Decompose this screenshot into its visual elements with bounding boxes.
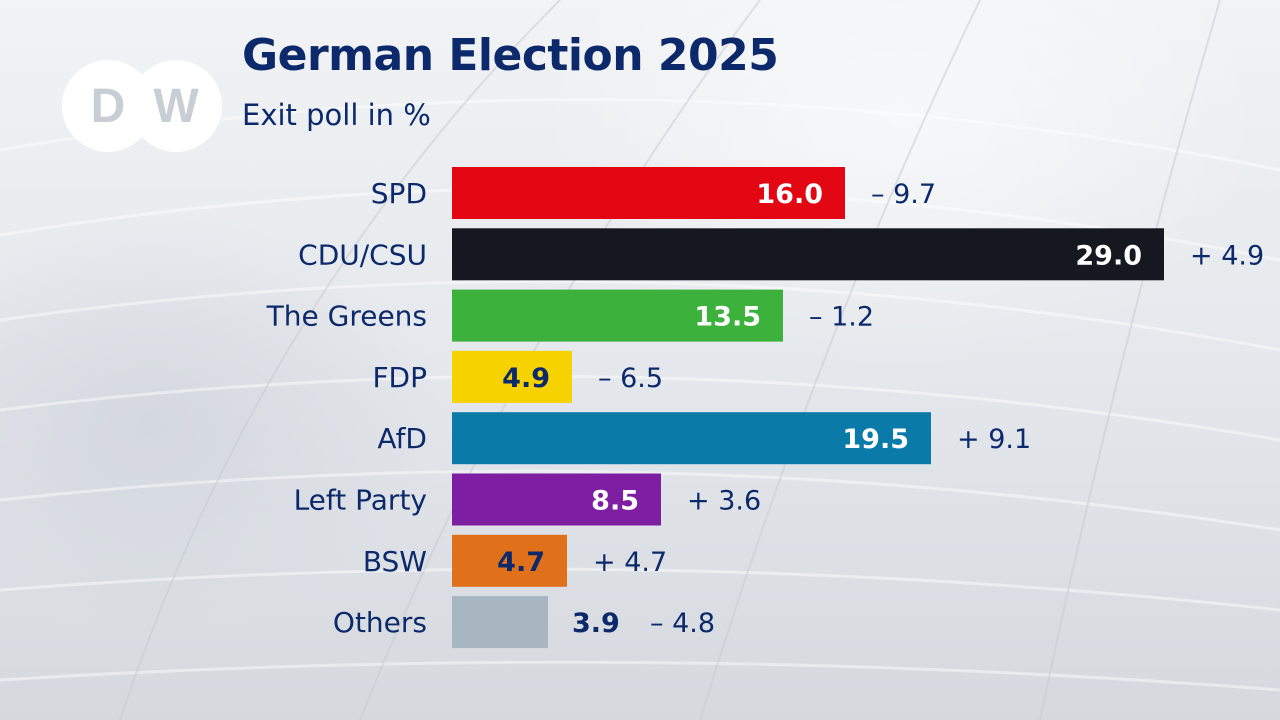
category-label-cdu-csu: CDU/CSU	[298, 238, 427, 271]
category-label-afd: AfD	[377, 422, 427, 455]
change-label-cdu-csu: + 4.9	[1190, 240, 1264, 271]
bar-cdu-csu	[452, 228, 1164, 281]
change-label-the-greens: – 1.2	[809, 302, 874, 333]
value-label-fdp: 4.9	[502, 363, 550, 394]
bar-afd	[452, 412, 931, 465]
bar-fdp	[452, 350, 572, 403]
change-label-bsw: + 4.7	[593, 547, 667, 578]
bar-bsw	[452, 534, 567, 587]
value-label-others: 3.9	[572, 608, 620, 639]
value-label-the-greens: 13.5	[694, 302, 761, 333]
value-label-afd: 19.5	[842, 424, 909, 455]
change-label-fdp: – 6.5	[598, 363, 663, 394]
bar-left-party	[452, 473, 661, 526]
category-label-fdp: FDP	[372, 361, 427, 394]
change-label-others: – 4.8	[650, 608, 715, 639]
value-label-left-party: 8.5	[591, 486, 639, 517]
category-label-bsw: BSW	[363, 545, 427, 578]
bar-spd	[452, 167, 845, 219]
chart-title: German Election 2025	[242, 30, 779, 81]
change-label-spd: – 9.7	[871, 179, 936, 210]
value-label-bsw: 4.7	[497, 547, 545, 578]
bar-others	[452, 596, 548, 649]
category-label-others: Others	[333, 606, 427, 639]
svg-text:D: D	[91, 80, 126, 133]
category-label-spd: SPD	[371, 177, 427, 210]
chart-subtitle: Exit poll in %	[242, 98, 431, 132]
bar-the-greens	[452, 289, 783, 342]
dw-logo: D W	[60, 58, 224, 154]
change-label-afd: + 9.1	[957, 424, 1031, 455]
change-label-left-party: + 3.6	[687, 486, 761, 517]
svg-text:W: W	[153, 80, 199, 133]
value-label-cdu-csu: 29.0	[1075, 240, 1142, 271]
value-label-spd: 16.0	[756, 179, 823, 210]
category-label-the-greens: The Greens	[266, 300, 427, 333]
category-label-left-party: Left Party	[294, 484, 427, 517]
